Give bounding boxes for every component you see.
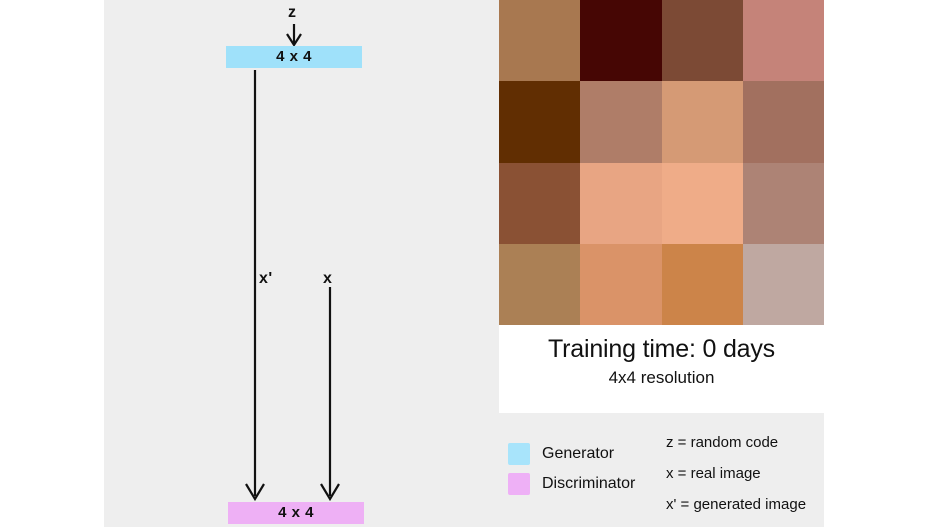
legend-item-generator-label: Generator	[542, 445, 615, 462]
sample-pixel-r0-c1	[580, 0, 662, 82]
sample-pixel-r3-c2	[661, 243, 743, 325]
legend-panel: Generator Discriminator z = random code …	[499, 413, 824, 527]
generated-image-edge-label: x'	[259, 270, 273, 287]
sample-and-legend-column: Training time: 0 days 4x4 resolution Gen…	[499, 0, 928, 527]
generator-node-4x4[interactable]: 4 x 4	[226, 46, 362, 68]
arrow-real-image-to-discriminator	[320, 287, 340, 502]
training-time-label: Training time: 0 days	[548, 335, 775, 363]
sample-caption: Training time: 0 days 4x4 resolution	[499, 334, 824, 389]
sample-pixel-r0-c0	[499, 0, 581, 82]
sample-pixel-r3-c0	[499, 243, 581, 325]
arrow-z-to-generator	[286, 24, 302, 48]
sample-pixel-r1-c1	[580, 81, 662, 163]
glossary-line-z: z = random code	[666, 434, 779, 451]
generated-sample-image	[499, 0, 824, 325]
generator-color-swatch	[508, 443, 530, 465]
resolution-label: 4x4 resolution	[608, 368, 715, 387]
sample-pixel-r3-c3	[742, 243, 824, 325]
sample-pixel-r1-c0	[499, 81, 581, 163]
legend-item-discriminator-label: Discriminator	[542, 475, 636, 492]
real-image-edge-label: x	[323, 270, 333, 287]
sample-pixel-r2-c3	[742, 162, 824, 244]
arrow-generator-to-discriminator	[245, 70, 265, 502]
sample-pixel-r2-c2	[661, 162, 743, 244]
legend-item-discriminator: Discriminator	[508, 473, 635, 495]
legend-item-generator: Generator	[508, 443, 614, 465]
glossary-line-x: x = real image	[666, 465, 761, 482]
sample-pixel-r0-c2	[661, 0, 743, 82]
discriminator-node-4x4[interactable]: 4 x 4	[228, 502, 364, 524]
sample-pixel-r2-c1	[580, 162, 662, 244]
discriminator-color-swatch	[508, 473, 530, 495]
sample-pixel-r1-c3	[742, 81, 824, 163]
sample-pixel-r0-c3	[742, 0, 824, 82]
gan-architecture-diagram: z 4 x 4 x' x 4 x 4	[104, 0, 500, 527]
glossary-line-x-prime: x' = generated image	[666, 496, 807, 513]
latent-code-label: z	[288, 4, 297, 21]
sample-pixel-r2-c0	[499, 162, 581, 244]
sample-pixel-r3-c1	[580, 243, 662, 325]
sample-pixel-r1-c2	[661, 81, 743, 163]
